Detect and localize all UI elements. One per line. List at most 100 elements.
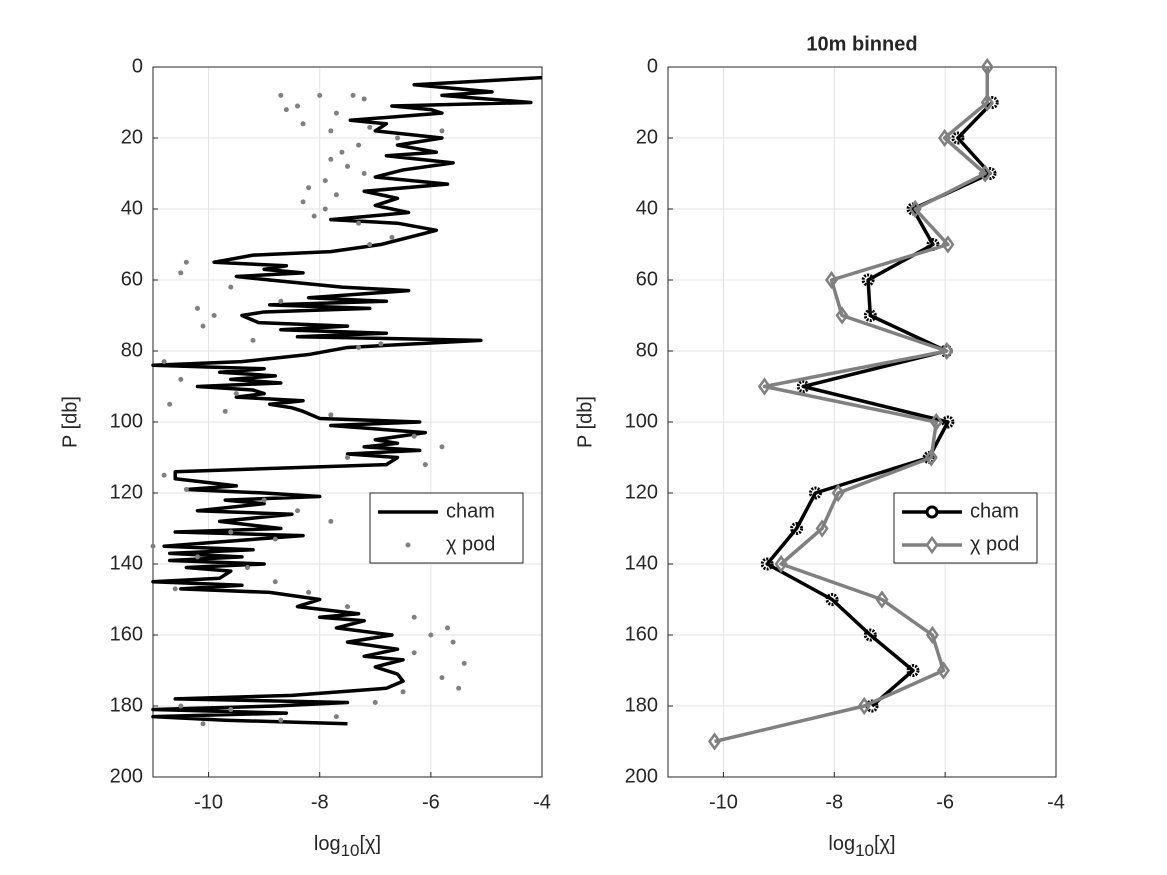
y-tick-label: 160 xyxy=(625,623,658,645)
y-tick-label: 60 xyxy=(121,268,143,290)
x-label-rest: [χ] xyxy=(874,833,896,855)
legend-box xyxy=(893,492,1038,564)
data-point xyxy=(183,259,189,265)
data-point xyxy=(824,270,839,290)
data-point xyxy=(161,359,167,365)
data-point xyxy=(150,543,156,549)
data-point xyxy=(261,497,267,503)
data-point xyxy=(222,408,228,414)
data-point xyxy=(345,604,350,610)
legend-swatch xyxy=(405,542,411,548)
y-tick-label: 180 xyxy=(625,694,658,716)
data-point xyxy=(361,96,367,102)
y-tick-label: 140 xyxy=(110,552,143,574)
chart-title: 10m binned xyxy=(806,33,917,55)
y-tick-label: 80 xyxy=(636,339,658,361)
data-point xyxy=(278,717,284,723)
legend-box xyxy=(369,492,524,564)
x-label-base: log xyxy=(828,833,855,855)
x-tick-label: -6 xyxy=(422,791,440,813)
data-point xyxy=(439,675,445,681)
data-point xyxy=(808,486,822,500)
data-point xyxy=(428,632,434,638)
data-point xyxy=(300,121,306,127)
data-point xyxy=(815,519,829,538)
y-axis-label: P [db] xyxy=(574,396,596,448)
x-tick-label: -4 xyxy=(1047,791,1065,813)
y-tick-label: 200 xyxy=(625,765,658,787)
data-point xyxy=(345,163,350,169)
data-point xyxy=(835,306,849,325)
data-point xyxy=(333,192,339,198)
data-point xyxy=(439,444,445,450)
data-point xyxy=(211,313,217,318)
data-point xyxy=(294,508,300,514)
data-point xyxy=(356,142,362,148)
data-point xyxy=(306,185,312,191)
data-point xyxy=(938,128,952,148)
data-point xyxy=(411,650,417,656)
data-point xyxy=(328,156,334,162)
data-point xyxy=(339,149,345,155)
data-point xyxy=(708,732,722,751)
y-tick-label: 140 xyxy=(625,552,658,574)
data-point xyxy=(317,92,323,98)
data-point xyxy=(328,128,334,134)
data-point xyxy=(161,472,167,478)
x-axis-label: log10[χ] xyxy=(828,833,895,860)
data-point xyxy=(400,689,406,695)
data-point xyxy=(925,625,939,645)
data-point xyxy=(178,703,184,709)
data-point xyxy=(167,401,173,407)
data-point xyxy=(172,586,178,592)
data-point xyxy=(233,391,239,397)
legend-label: χ pod xyxy=(970,533,1019,555)
data-point xyxy=(272,579,278,585)
x-label-rest: [χ] xyxy=(360,833,382,855)
data-point xyxy=(356,344,362,350)
data-point xyxy=(790,522,804,535)
data-point xyxy=(411,614,417,620)
data-point xyxy=(194,554,200,560)
data-point xyxy=(194,305,200,311)
legend-label: cham xyxy=(446,500,495,522)
data-point xyxy=(456,685,462,691)
data-point xyxy=(929,412,943,432)
data-point xyxy=(272,536,278,542)
data-point xyxy=(367,124,373,130)
y-tick-label: 100 xyxy=(625,410,658,432)
y-tick-label: 40 xyxy=(636,197,658,219)
data-point xyxy=(980,57,994,77)
data-point xyxy=(757,377,771,396)
data-point xyxy=(228,529,234,535)
legend-label: cham xyxy=(970,500,1019,522)
data-point xyxy=(300,199,306,205)
data-point xyxy=(278,92,284,98)
data-point xyxy=(908,199,922,219)
x-tick-label: -6 xyxy=(936,791,954,813)
data-point xyxy=(863,628,877,642)
x-tick-label: -8 xyxy=(825,791,843,813)
data-point xyxy=(861,273,875,287)
data-point xyxy=(372,699,378,705)
data-point xyxy=(178,376,184,382)
data-point xyxy=(278,298,284,304)
y-axis-label: P [db] xyxy=(59,396,81,448)
data-point xyxy=(411,433,417,439)
y-tick-label: 20 xyxy=(636,126,658,148)
y-tick-label: 20 xyxy=(121,126,143,148)
y-tick-label: 160 xyxy=(110,623,143,645)
data-line xyxy=(714,67,990,744)
y-tick-label: 60 xyxy=(636,268,658,290)
data-point xyxy=(294,103,300,109)
y-tick-label: 0 xyxy=(132,55,143,77)
x-tick-label: -4 xyxy=(533,791,551,813)
data-point xyxy=(306,589,312,595)
legend-swatch xyxy=(925,505,939,519)
data-point xyxy=(857,696,871,716)
x-label-base: log xyxy=(314,833,341,855)
data-point xyxy=(825,593,839,606)
data-point xyxy=(378,341,384,347)
data-point xyxy=(250,337,256,343)
y-tick-label: 100 xyxy=(110,410,143,432)
